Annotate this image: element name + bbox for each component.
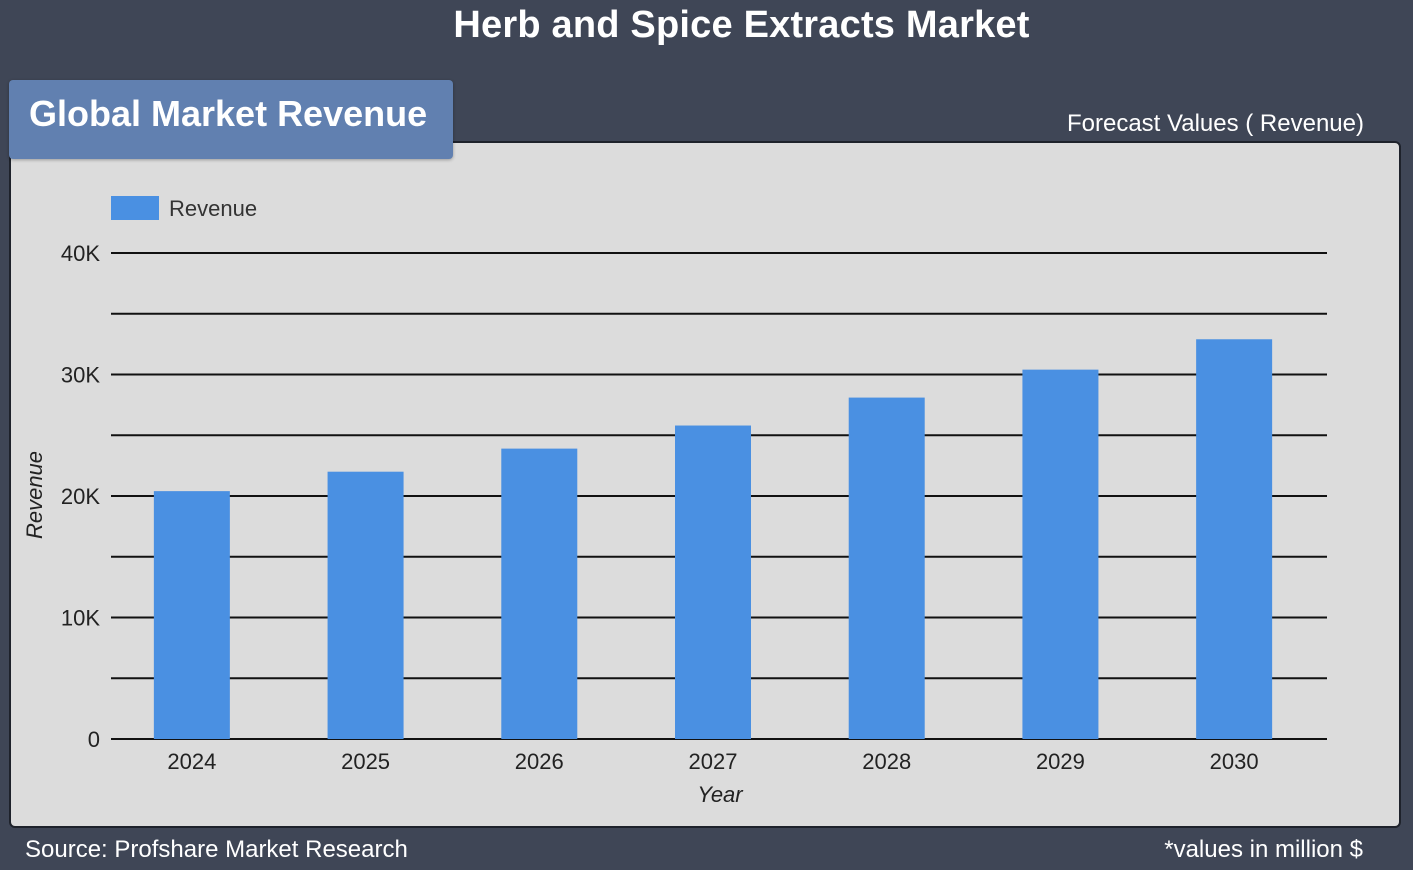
x-tick-label: 2026 — [515, 749, 564, 774]
bar-2026 — [501, 448, 578, 739]
x-tick-label: 2030 — [1210, 749, 1259, 774]
y-tick-label: 20K — [61, 484, 100, 509]
section-tab: Global Market Revenue — [9, 80, 453, 159]
legend: Revenue — [111, 196, 257, 221]
bar-2028 — [848, 397, 925, 739]
bar-2027 — [675, 425, 751, 739]
bar-2029 — [1022, 369, 1099, 739]
x-tick-label: 2024 — [167, 749, 216, 774]
section-tab-label: Global Market Revenue — [29, 93, 428, 134]
forecast-label: Forecast Values ( Revenue) — [1066, 110, 1364, 137]
x-tick-label: 2027 — [689, 749, 738, 774]
bar-2025 — [327, 471, 404, 739]
y-tick-label: 10K — [61, 606, 100, 631]
bars — [153, 339, 1273, 739]
legend-label-revenue: Revenue — [169, 196, 257, 221]
y-axis-title: Revenue — [22, 451, 47, 539]
y-tick-label: 40K — [61, 241, 100, 266]
x-tick-label: 2028 — [862, 749, 911, 774]
legend-swatch-revenue — [111, 196, 159, 220]
x-axis-title: Year — [697, 782, 744, 807]
y-tick-label: 0 — [88, 727, 100, 752]
unit-note: *values in million $ — [1164, 836, 1363, 863]
x-tick-labels: 2024 2025 2026 2027 2028 2029 2030 — [167, 749, 1258, 774]
x-tick-label: 2029 — [1036, 749, 1085, 774]
bar-2030 — [1196, 339, 1273, 739]
y-tick-label: 30K — [61, 363, 100, 388]
chart-main-title: Herb and Spice Extracts Market — [453, 4, 1030, 46]
y-tick-labels: 0 10K 20K 30K 40K — [61, 241, 100, 752]
source-label: Source: Profshare Market Research — [25, 836, 408, 863]
bar-2024 — [153, 491, 230, 739]
x-tick-label: 2025 — [341, 749, 390, 774]
